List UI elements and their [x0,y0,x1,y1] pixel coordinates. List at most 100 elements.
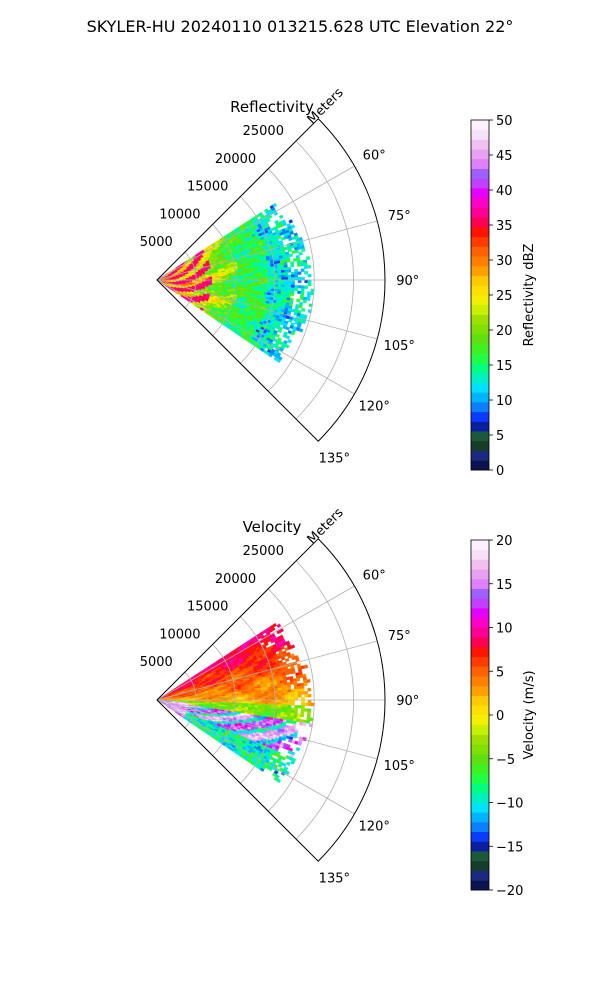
radar-gate [295,250,299,253]
radar-gate [268,282,271,284]
colorbar-tick-label: 5 [496,429,504,444]
colorbar-tick-label: 35 [496,219,513,234]
radar-gate [297,263,301,266]
radar-gate [303,300,307,303]
radar-gate [298,280,301,283]
radar-gate [296,299,300,302]
radar-gate [299,328,303,332]
radar-gate [308,688,312,691]
radar-gate [265,696,268,698]
colorbar-segment [471,460,489,470]
radar-gate [285,275,288,278]
radar-gate [301,277,304,280]
radar-gate [299,675,303,678]
radar-gate [281,702,284,705]
colorbar-segment [471,431,489,441]
radar-gate [295,692,298,695]
panel-title: Reflectivity [230,98,314,116]
radar-gate [281,707,284,710]
radar-gate [258,696,261,698]
radar-gate [295,277,298,280]
radar-gate [295,275,298,278]
colorbar-tick-label: 20 [496,324,513,339]
radar-gate [262,274,265,276]
radar-gate [294,708,298,711]
radial-tick-label: 25000 [243,124,284,139]
colorbar-tick-label: 25 [496,289,513,304]
radar-gate [301,692,304,695]
radial-tick-label: 15000 [187,180,228,195]
radar-gate [303,260,307,263]
radar-gate [229,277,232,279]
radar-gate [304,263,308,266]
radar-gate [301,308,305,311]
colorbar-segment [471,305,489,315]
radar-gate [305,703,308,706]
radar-gate [294,689,298,692]
colorbar-tick-label: 0 [496,464,504,479]
radar-gate [281,273,284,276]
radar-gate [308,274,311,277]
radar-gate [288,267,292,270]
colorbar-tick-label: 40 [496,184,513,199]
radar-gate [285,703,288,706]
radar-gate [286,335,290,339]
radar-gate [277,624,281,628]
radar-gate [301,697,304,700]
colorbar-segment [471,353,489,363]
radar-gate [239,277,242,279]
radar-gate [295,697,298,700]
radar-gate [286,327,290,331]
colorbar-segment [471,198,489,208]
radar-gate [262,696,265,698]
radar-gate [248,275,251,277]
radar-gate [301,288,305,291]
radar-gate [304,709,308,712]
radar-gate [252,276,255,278]
colorbar-segment [471,383,489,393]
colorbar-segment [471,314,489,324]
radar-gate [281,695,284,698]
colorbar-tick-label: 50 [496,114,513,129]
radar-gate [306,720,310,723]
radar-gate [288,285,291,288]
azimuth-tick-label: 60° [363,149,386,164]
radar-gate [307,265,311,268]
colorbar-segment [471,169,489,179]
radar-gate [278,705,281,708]
radar-gate [288,339,292,343]
radar-gate [288,687,292,690]
radar-gate [291,695,294,698]
radar-gate [258,702,261,704]
colorbar-segment [471,392,489,402]
colorbar-segment [471,217,489,227]
radar-gate [272,282,275,284]
radar-gate [255,694,258,696]
radar-gate [272,702,275,704]
colorbar-segment [471,334,489,344]
colorbar-segment [471,285,489,295]
radar-gate [294,269,298,272]
radar-gate [304,266,308,269]
radar-gate [308,700,311,703]
radar-gate [275,695,278,697]
colorbar-label: Reflectivity dBZ [522,244,537,347]
radar-gate [262,702,265,704]
colorbar-segment [471,402,489,412]
colorbar-segment [471,120,489,130]
radar-gate [288,690,291,693]
radar-gate [298,272,301,275]
radar-gate [278,695,281,698]
radar-gate [255,276,258,278]
radar-gate [285,270,288,273]
colorbar-tick-label: 45 [496,149,513,164]
radar-gate [304,683,308,686]
colorbar-segment [471,178,489,188]
radar-gate [287,259,291,262]
velocity-panel: Velocity500010000150002000025000Meters60… [140,505,537,899]
colorbar-segment [471,363,489,373]
azimuth-tick-label: 135° [319,451,350,466]
radial-tick-label: 5000 [140,235,173,250]
radar-gate [268,693,271,695]
